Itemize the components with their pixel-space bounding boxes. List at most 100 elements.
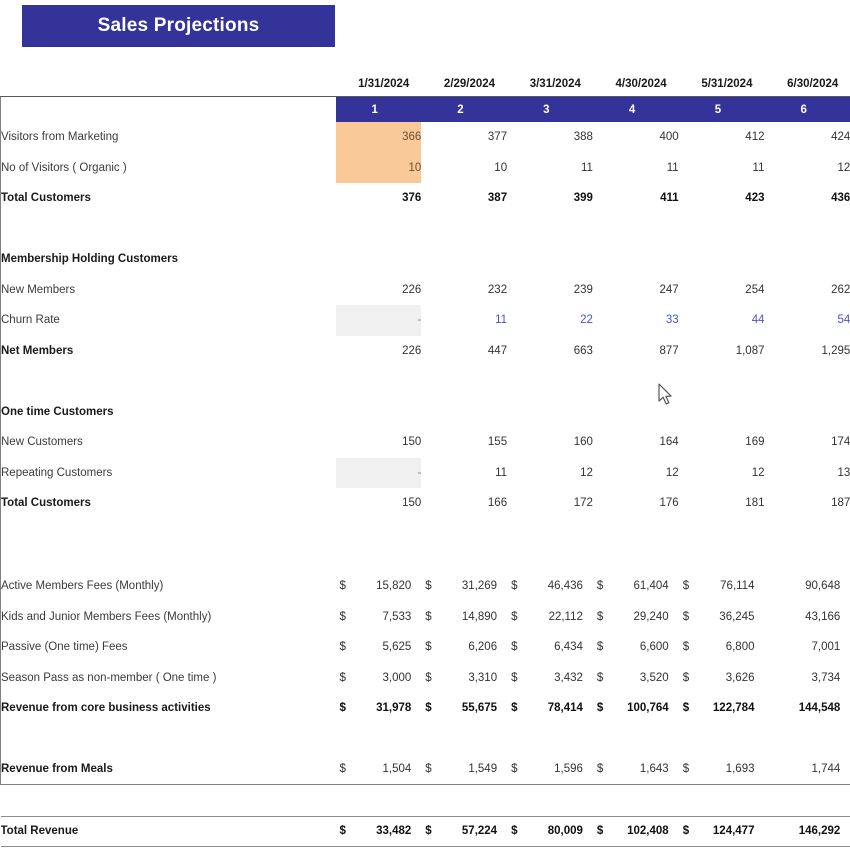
cell-active-members-fees-4[interactable]: $61,404 — [593, 571, 679, 602]
cell-active-members-fees-6[interactable]: 90,648 — [805, 580, 841, 593]
cell-net-members-1[interactable]: 226 — [402, 344, 422, 357]
cell-visitors-organic-5[interactable]: 11 — [752, 161, 765, 174]
cell-new-members-4[interactable]: 247 — [659, 283, 679, 296]
cell-total-customers-top-3[interactable]: 399 — [573, 192, 593, 205]
cell-churn-rate-5[interactable]: 44 — [751, 314, 765, 327]
cell-new-members-5[interactable]: 254 — [745, 283, 765, 296]
cell-season-pass-2[interactable]: $3,310 — [421, 663, 507, 694]
cell-churn-rate-3[interactable]: 22 — [580, 314, 593, 327]
cell-total-customers-bottom-2[interactable]: 166 — [487, 497, 508, 510]
cell-passive-fees-2[interactable]: $6,206 — [421, 632, 507, 663]
cell-passive-fees-1[interactable]: $5,625 — [336, 632, 422, 663]
cell-new-customers-4[interactable]: 164 — [659, 436, 679, 449]
cell-active-members-fees-1[interactable]: $15,820 — [336, 571, 422, 602]
cell-total-customers-bottom-5[interactable]: 181 — [745, 497, 765, 510]
cell-total-customers-top-6[interactable]: 436 — [831, 192, 850, 205]
cell-churn-rate-6[interactable]: 54 — [837, 314, 850, 327]
cell-total-revenue-5[interactable]: $124,477 — [678, 815, 765, 847]
cell-new-customers-6[interactable]: 174 — [831, 436, 850, 449]
cell-net-members-4[interactable]: 877 — [659, 344, 679, 357]
cell-visitors-marketing-2[interactable]: 377 — [487, 131, 508, 144]
cell-visitors-marketing-1[interactable]: 366 — [335, 122, 422, 153]
cell-repeating-customers-3[interactable]: 12 — [580, 466, 593, 479]
cell-passive-fees-3[interactable]: $6,434 — [507, 632, 593, 663]
cell-new-members-2[interactable]: 232 — [487, 283, 508, 296]
cell-kids-junior-fees-3[interactable]: $22,112 — [507, 602, 593, 633]
cell-total-revenue-2[interactable]: $57,224 — [421, 815, 508, 847]
cell-revenue-core-2[interactable]: $55,675 — [421, 693, 507, 724]
cell-revenue-meals-5[interactable]: $1,693 — [678, 754, 765, 785]
cell-passive-fees-6[interactable]: 7,001 — [811, 641, 841, 654]
cell-passive-fees-5[interactable]: $6,800 — [679, 632, 765, 663]
cell-new-members-1[interactable]: 226 — [402, 283, 422, 296]
cell-new-customers-1[interactable]: 150 — [402, 436, 422, 449]
cell-total-customers-top-5[interactable]: 423 — [745, 192, 765, 205]
cell-season-pass-6[interactable]: 3,734 — [811, 671, 841, 684]
cell-visitors-marketing-3[interactable]: 388 — [573, 131, 593, 144]
spacer-cell — [336, 785, 422, 817]
cell-repeating-customers-1[interactable]: - — [335, 457, 422, 488]
row-label-visitors-organic: No of Visitors ( Organic ) — [0, 152, 336, 183]
cell-total-customers-bottom-1[interactable]: 150 — [402, 497, 422, 510]
cell-visitors-organic-3[interactable]: 11 — [580, 161, 593, 174]
cell-churn-rate-2[interactable]: 11 — [495, 314, 508, 327]
cell-active-members-fees-2[interactable]: $31,269 — [421, 571, 507, 602]
cell-revenue-meals-2[interactable]: $1,549 — [421, 754, 508, 785]
cell-visitors-marketing-6[interactable]: 424 — [831, 131, 850, 144]
cell-total-revenue-1[interactable]: $33,482 — [335, 815, 422, 847]
cell-repeating-customers-5[interactable]: 12 — [751, 466, 765, 479]
cell-total-revenue-4[interactable]: $102,408 — [592, 815, 679, 847]
cell-revenue-meals-1[interactable]: $1,504 — [335, 754, 422, 785]
cell-revenue-core-4[interactable]: $100,764 — [593, 693, 679, 724]
cell-revenue-core-6[interactable]: 144,548 — [798, 702, 841, 715]
cell-total-customers-top-2[interactable]: 387 — [487, 192, 508, 205]
table-header-periods: 1 2 3 4 5 6 — [0, 96, 850, 122]
cell-revenue-core-1[interactable]: $31,978 — [336, 693, 422, 724]
cell-churn-rate-1[interactable]: - — [335, 305, 422, 336]
cell-visitors-marketing-4[interactable]: 400 — [659, 131, 679, 144]
cell-kids-junior-fees-1[interactable]: $7,533 — [336, 602, 422, 633]
cell-kids-junior-fees-5[interactable]: $36,245 — [679, 602, 765, 633]
cell-total-customers-bottom-6[interactable]: 187 — [831, 497, 850, 510]
cell-total-revenue-6[interactable]: 146,292 — [764, 815, 850, 847]
cell-season-pass-4[interactable]: $3,520 — [593, 663, 679, 694]
cell-net-members-3[interactable]: 663 — [573, 344, 593, 357]
cell-kids-junior-fees-2[interactable]: $14,890 — [421, 602, 507, 633]
cell-revenue-core-5[interactable]: $122,784 — [679, 693, 765, 724]
cell-revenue-meals-4[interactable]: $1,643 — [592, 754, 679, 785]
cell-revenue-core-3[interactable]: $78,414 — [507, 693, 593, 724]
cell-total-customers-top-1[interactable]: 376 — [402, 192, 422, 205]
cell-visitors-marketing-5[interactable]: 412 — [745, 131, 765, 144]
cell-season-pass-3[interactable]: $3,432 — [507, 663, 593, 694]
cell-new-members-3[interactable]: 239 — [573, 283, 593, 296]
cell-net-members-6[interactable]: 1,295 — [821, 344, 850, 357]
table-header-dates: 1/31/2024 2/29/2024 3/31/2024 4/30/2024 … — [1, 72, 850, 97]
cell-repeating-customers-2[interactable]: 11 — [495, 466, 508, 479]
cell-new-customers-5[interactable]: 169 — [745, 436, 765, 449]
cell-churn-rate-4[interactable]: 33 — [665, 314, 679, 327]
cell-season-pass-1[interactable]: $3,000 — [336, 663, 422, 694]
cell-net-members-5[interactable]: 1,087 — [735, 344, 765, 357]
cell-active-members-fees-5[interactable]: $76,114 — [679, 571, 765, 602]
cell-net-members-2[interactable]: 447 — [487, 344, 508, 357]
cell-revenue-meals-6[interactable]: 1,744 — [764, 754, 850, 785]
cell-kids-junior-fees-4[interactable]: $29,240 — [593, 602, 679, 633]
cell-repeating-customers-6[interactable]: 13 — [837, 466, 850, 479]
cell-visitors-organic-4[interactable]: 11 — [666, 161, 679, 174]
cell-visitors-organic-2[interactable]: 10 — [494, 161, 508, 174]
cell-total-revenue-3[interactable]: $80,009 — [507, 815, 593, 847]
cell-new-members-6[interactable]: 262 — [831, 283, 850, 296]
cell-kids-junior-fees-6[interactable]: 43,166 — [805, 610, 841, 623]
cell-season-pass-5[interactable]: $3,626 — [679, 663, 765, 694]
cell-repeating-customers-4[interactable]: 12 — [665, 466, 679, 479]
cell-new-customers-3[interactable]: 160 — [573, 436, 593, 449]
cell-total-customers-bottom-3[interactable]: 172 — [573, 497, 593, 510]
cell-visitors-organic-6[interactable]: 12 — [837, 161, 850, 174]
cell-total-customers-top-4[interactable]: 411 — [660, 192, 679, 205]
cell-revenue-meals-3[interactable]: $1,596 — [507, 754, 593, 785]
cell-visitors-organic-1[interactable]: 10 — [335, 152, 422, 183]
cell-new-customers-2[interactable]: 155 — [487, 436, 508, 449]
cell-active-members-fees-3[interactable]: $46,436 — [507, 571, 593, 602]
cell-passive-fees-4[interactable]: $6,600 — [593, 632, 679, 663]
cell-total-customers-bottom-4[interactable]: 176 — [659, 497, 679, 510]
